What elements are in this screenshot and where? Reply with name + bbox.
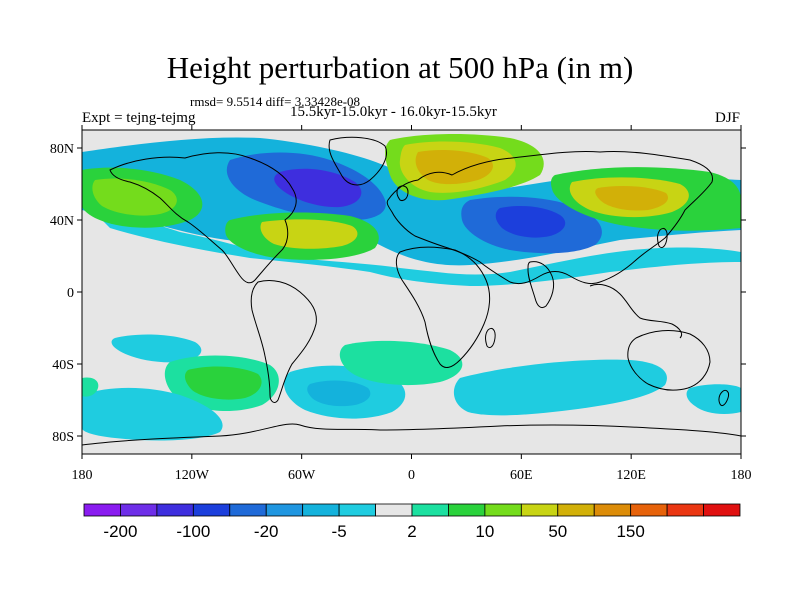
stats-label: rmsd= 9.5514 diff= 3.33428e-08 [190,94,361,109]
colorbar-swatch [666,503,704,517]
colorbar-label: 2 [407,522,416,541]
coast-south-america [250,279,317,403]
colorbar-swatch [703,503,741,517]
colorbar [83,503,741,517]
colorbar-swatch [302,503,340,517]
coast-north-america [109,152,297,284]
lon-tick-label: 120W [175,468,210,483]
colorbar-label: 50 [548,522,567,541]
colorbar-label: 150 [616,522,644,541]
nh-cyan-band [82,200,741,286]
contour-field [82,134,741,441]
asia-deep-low [495,206,566,238]
lat-tick-label: 80N [50,142,74,157]
colorbar-label: 10 [475,522,494,541]
sh-green-south-atlantic [339,340,463,386]
experiment-label: Expt = tejng-tejmg [82,110,196,126]
lat-tick-label: 40S [52,358,74,373]
period-label: 15.5kyr-15.0kyr - 16.0kyr-15.5kyr [290,104,497,120]
season-label: DJF [714,110,740,126]
sh-blue-atlantic [307,380,371,407]
lon-tick-label: 0 [408,468,415,483]
coast-new-zealand [718,389,729,407]
coast-antarctica [82,423,741,446]
lat-tick-label: 0 [67,286,74,301]
colorbar-swatch [593,503,632,517]
lon-tick-label: 180 [731,468,752,483]
coastlines [82,136,741,446]
colorbar-swatch [411,503,449,517]
sh-cyan-indian [453,359,667,416]
atlantic-yellow [260,219,358,249]
lon-tick-label: 180 [72,468,93,483]
colorbar-label: -200 [103,522,137,541]
coast-australia [627,330,711,391]
coast-madagascar [485,327,496,349]
coast-japan [657,227,668,249]
lat-tick-label: 40N [50,214,74,229]
colorbar-swatch [484,503,522,517]
colorbar-swatch [192,503,231,517]
longitude-axis: 180 120W 60W 0 60E 120E 180 [72,125,752,483]
colorbar-swatch [156,503,194,517]
colorbar-swatch [375,503,413,517]
asia-orange [595,185,668,211]
colorbar-label: -100 [176,522,210,541]
colorbar-swatch [557,503,595,517]
colorbar-label: -20 [254,522,279,541]
colorbar-swatch [520,503,559,517]
colorbar-swatch [120,503,158,517]
colorbar-swatch [265,503,304,517]
colorbar-swatch [83,503,121,517]
colorbar-labels: -200 -100 -20 -5 2 10 50 150 [103,522,644,541]
sh-green-west-edge [82,377,99,397]
colorbar-swatch [229,503,267,517]
coast-india [527,261,555,309]
coast-africa [395,246,491,368]
sh-cyan-south-pacific [82,387,223,441]
coast-greenland [328,136,387,186]
lon-tick-label: 60W [288,468,316,483]
sh-lime-pacific [184,366,262,400]
colorbar-label: -5 [332,522,347,541]
europe-orange [415,150,493,185]
lon-tick-label: 120E [616,468,646,483]
map-title: Height perturbation at 500 hPa (in m) [166,50,634,85]
lon-tick-label: 60E [510,468,533,483]
pacific-lime [92,178,177,216]
colorbar-swatch [630,503,668,517]
coast-eurasia [386,151,714,285]
colorbar-swatch [448,503,486,517]
coast-british-isles [396,185,409,201]
latitude-axis: 80N 40N 0 40S 80S [50,142,746,445]
colorbar-swatch [338,503,376,517]
sh-cyan-west [111,334,202,363]
coast-se-asia [589,283,683,339]
lat-tick-label: 80S [52,430,74,445]
